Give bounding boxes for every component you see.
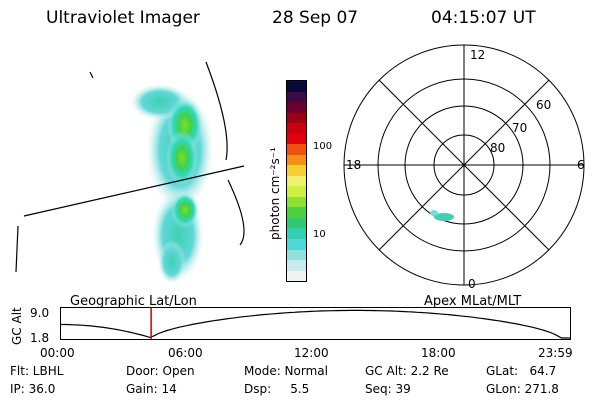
track-right-label: Apex MLat/MLT — [424, 294, 522, 309]
uv-image-panel — [15, 61, 245, 284]
colorbar-swatch — [287, 165, 306, 176]
track-xtick-4: 23:59 — [538, 346, 573, 360]
track-xtick-3: 18:00 — [421, 346, 456, 360]
altitude-track-plot — [60, 307, 571, 340]
readout-gc-alt: GC Alt: 2.2 Re — [365, 364, 449, 378]
colorbar-swatch — [287, 186, 306, 197]
mlt-label-12: 12 — [470, 48, 485, 62]
map-grid-lines — [15, 61, 245, 273]
colorbar-swatch — [287, 133, 306, 145]
readout-glon: GLon: 271.8 — [486, 382, 559, 396]
colorbar-swatch — [287, 81, 306, 92]
colorbar-swatch — [287, 270, 306, 282]
colorbar-tick-100: 100 — [313, 141, 333, 152]
track-left-label: Geographic Lat/Lon — [70, 294, 197, 309]
readout-filter: Flt: LBHL — [10, 364, 64, 378]
polar-emission-spot — [434, 213, 454, 221]
track-xtick-1: 06:00 — [168, 346, 203, 360]
colorbar-swatch — [287, 144, 306, 155]
track-ytick-9: 9.0 — [30, 306, 50, 320]
mlt-label-6: 6 — [577, 158, 585, 172]
mlat-label-70: 70 — [512, 121, 527, 135]
instrument-title: Ultraviolet Imager — [46, 8, 200, 28]
date-label: 28 Sep 07 — [272, 8, 359, 28]
colorbar-tick-10: 10 — [313, 229, 326, 240]
colorbar-swatch — [287, 112, 306, 124]
colorbar-swatch — [287, 102, 306, 113]
colorbar-swatch — [287, 260, 306, 271]
colorbar-swatch — [287, 228, 306, 239]
readout-gain: Gain: 14 — [126, 382, 177, 396]
polar-plot: 12 18 6 0 60 70 80 — [343, 44, 585, 291]
readout-dsp: Dsp: 5.5 — [244, 382, 310, 396]
track-frame — [60, 307, 571, 340]
colorbar-swatch — [287, 238, 306, 250]
readout-seq: Seq: 39 — [365, 382, 411, 396]
polar-axis-diagonal-2 — [378, 79, 550, 251]
mlat-label-60: 60 — [536, 98, 551, 112]
colorbar — [286, 80, 307, 282]
track-ytick-1.8: 1.8 — [30, 331, 50, 345]
colorbar-swatch — [287, 123, 306, 134]
polar-emission-spot-small — [430, 210, 438, 216]
mlat-label-80: 80 — [490, 141, 505, 155]
colorbar-swatch — [287, 217, 306, 229]
track-xtick-0: 00:00 — [40, 346, 75, 360]
readout-ip: IP: 36.0 — [10, 382, 56, 396]
emission-region-lower — [152, 189, 204, 284]
colorbar-swatch — [287, 91, 306, 103]
colorbar-swatch — [287, 175, 306, 187]
emission-region-upper — [130, 84, 214, 210]
colorbar-swatch — [287, 196, 306, 208]
readout-glat: GLat: 64.7 — [486, 364, 557, 378]
colorbar-swatch — [287, 154, 306, 166]
readout-mode: Mode: Normal — [244, 364, 328, 378]
mlt-label-18: 18 — [346, 158, 361, 172]
track-xtick-2: 12:00 — [294, 346, 329, 360]
colorbar-swatch — [287, 249, 306, 261]
readout-door: Door: Open — [126, 364, 195, 378]
altitude-curve — [61, 309, 570, 339]
time-label: 04:15:07 UT — [431, 8, 536, 28]
colorbar-swatch — [287, 207, 306, 218]
track-y-title: GC Alt — [10, 307, 24, 345]
mlt-label-0: 0 — [468, 277, 476, 291]
colorbar-unit-label: photon cm⁻²s⁻¹ — [268, 147, 282, 240]
